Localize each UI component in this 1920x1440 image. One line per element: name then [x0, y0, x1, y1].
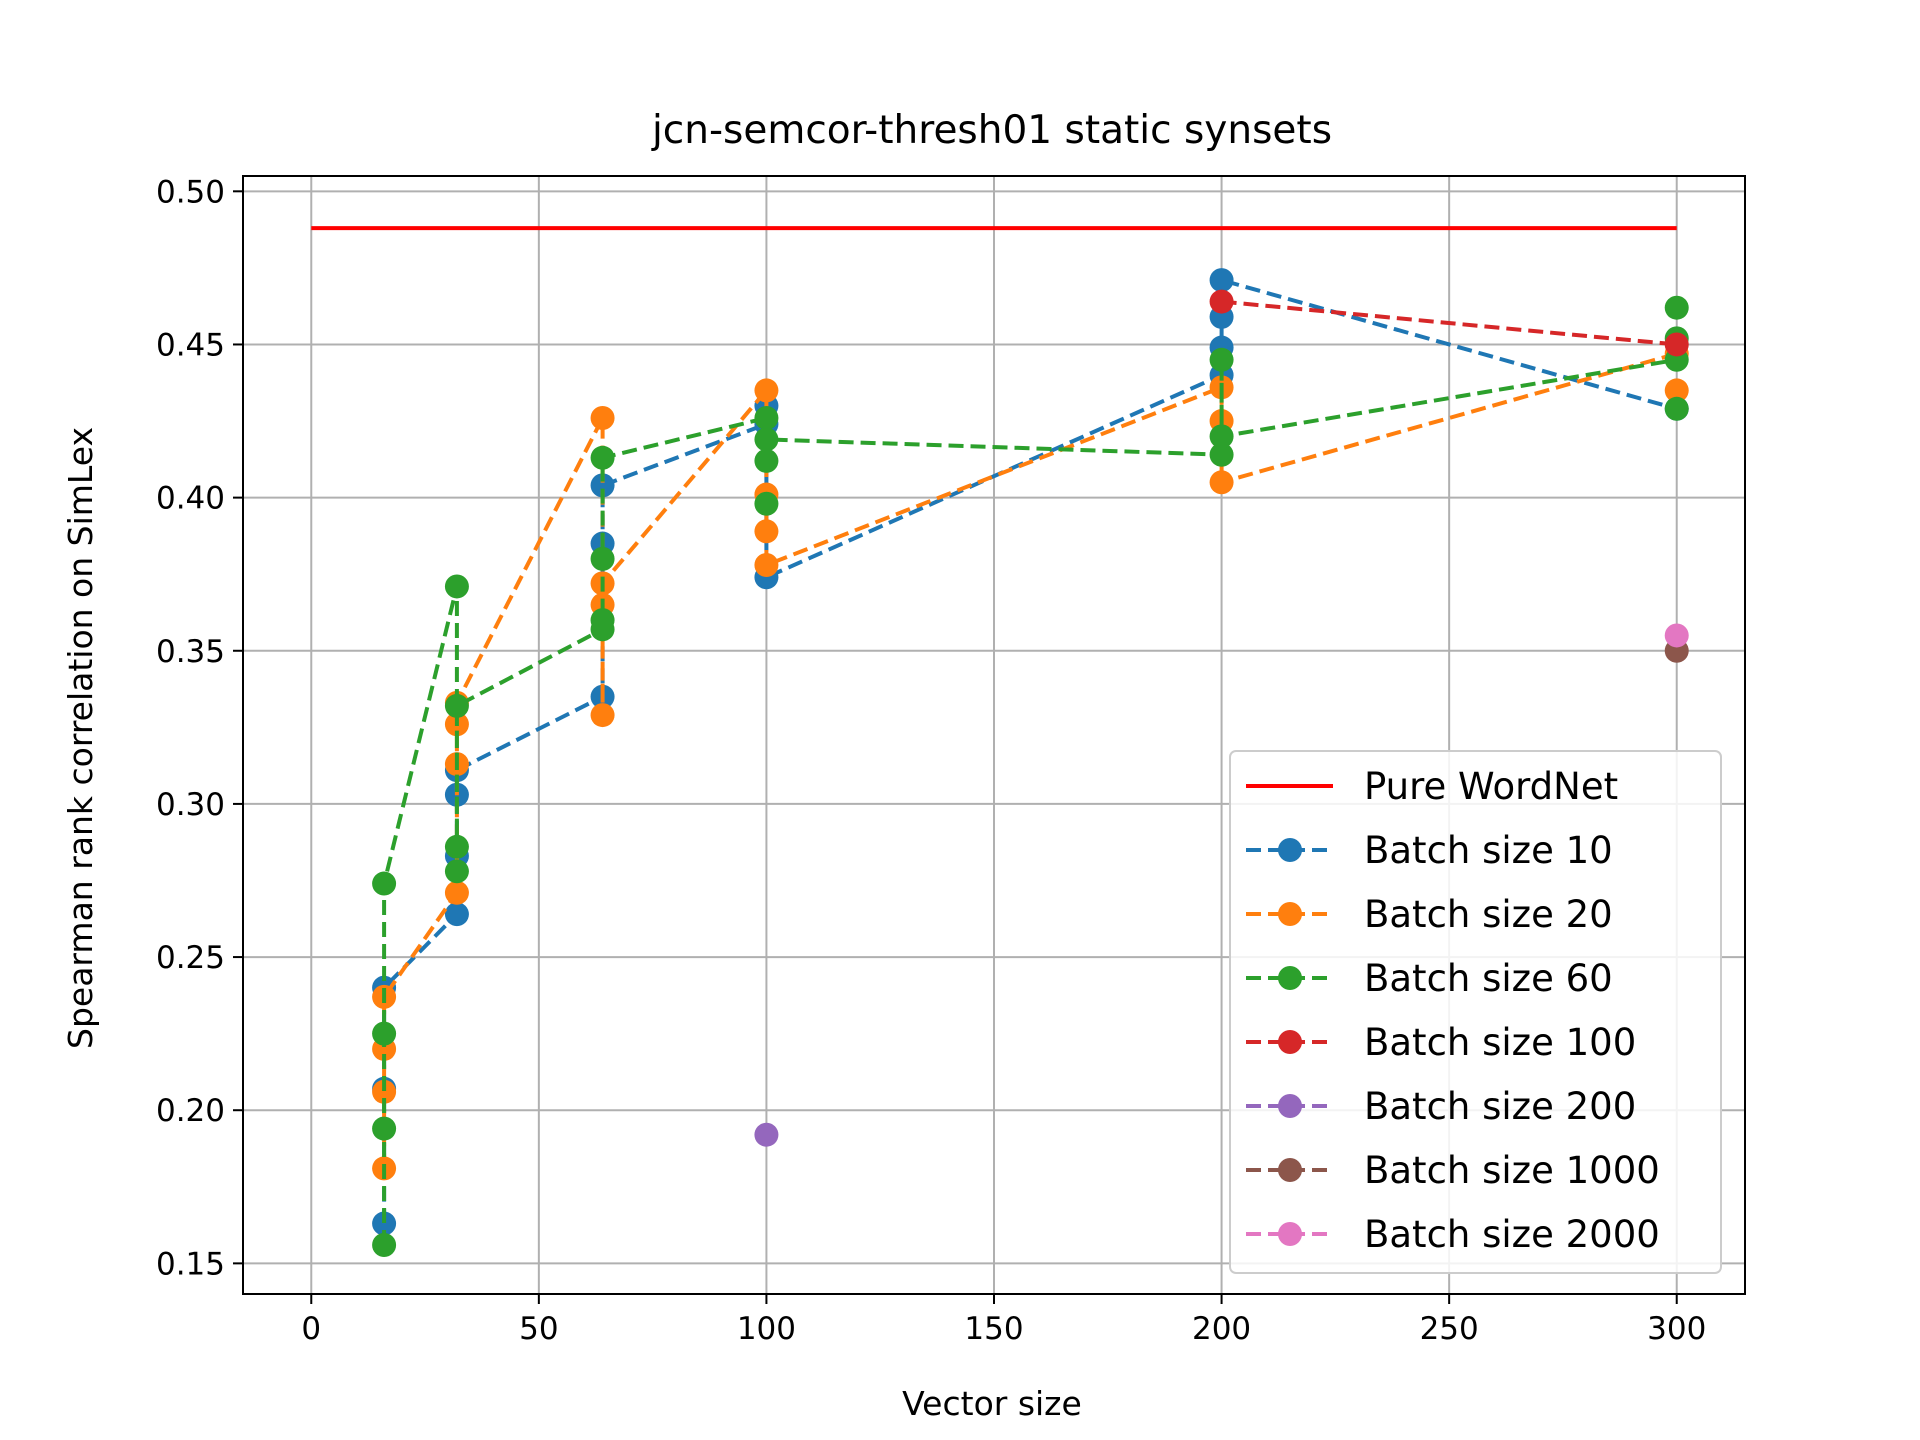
- data-point: [590, 405, 615, 430]
- y-tick-label: 0.20: [156, 1093, 225, 1129]
- legend-item: Pure WordNet: [1246, 765, 1618, 808]
- data-point: [1664, 396, 1689, 421]
- y-axis-label: Spearman rank correlation on SimLex: [61, 427, 100, 1049]
- y-tick-label: 0.35: [156, 634, 225, 670]
- legend-label: Batch size 100: [1364, 1021, 1636, 1064]
- data-point: [444, 693, 469, 718]
- data-point: [1209, 470, 1234, 495]
- data-point: [1664, 623, 1689, 648]
- legend-item: Batch size 60: [1246, 957, 1613, 1000]
- data-point: [1209, 424, 1234, 449]
- legend-swatch-marker: [1278, 1222, 1302, 1246]
- series-7: [1664, 623, 1689, 648]
- legend-swatch-marker: [1278, 1030, 1302, 1054]
- x-tick-label: 250: [1420, 1311, 1479, 1347]
- data-point: [590, 473, 615, 498]
- legend-label: Batch size 10: [1364, 829, 1613, 872]
- data-point: [444, 574, 469, 599]
- y-tick-label: 0.50: [156, 174, 225, 210]
- data-point: [444, 859, 469, 884]
- data-point: [754, 448, 779, 473]
- legend-label: Batch size 1000: [1364, 1149, 1660, 1192]
- data-point: [1664, 295, 1689, 320]
- data-point: [372, 871, 397, 896]
- series-5: [754, 1122, 779, 1147]
- legend-item: Batch size 200: [1246, 1085, 1636, 1128]
- x-tick-label: 100: [737, 1311, 796, 1347]
- legend-item: Batch size 2000: [1246, 1213, 1660, 1256]
- series-line: [382, 351, 1678, 1169]
- data-point: [444, 834, 469, 859]
- legend-swatch-marker: [1278, 966, 1302, 990]
- legend-swatch-marker: [1278, 1094, 1302, 1118]
- axis-ticks: 0 50 100 150 200 250 300 0.15 0.20 0.25 0.30 0.35 0.…: [156, 174, 1706, 1347]
- legend-item: Batch size 20: [1246, 893, 1613, 936]
- series-layer: [372, 268, 1689, 1257]
- data-point: [372, 1232, 397, 1257]
- chart-title: jcn-semcor-thresh01 static synsets: [651, 108, 1332, 153]
- data-point: [754, 405, 779, 430]
- legend-swatch-marker: [1278, 838, 1302, 862]
- legend-label: Pure WordNet: [1364, 765, 1618, 808]
- legend: Pure WordNet Batch size 10 Batch size 20 Ba…: [1229, 750, 1722, 1274]
- data-point: [444, 880, 469, 905]
- x-tick-label: 150: [964, 1311, 1023, 1347]
- data-point: [590, 445, 615, 470]
- data-point: [754, 427, 779, 452]
- legend-swatch-marker: [1278, 902, 1302, 926]
- data-point: [590, 546, 615, 571]
- data-point: [590, 608, 615, 633]
- data-point: [754, 378, 779, 403]
- x-tick-label: 50: [519, 1311, 558, 1347]
- data-point: [444, 902, 469, 927]
- legend-label: Batch size 2000: [1364, 1213, 1660, 1256]
- data-point: [372, 1079, 397, 1104]
- series-4: [1209, 289, 1689, 357]
- y-tick-label: 0.40: [156, 481, 225, 517]
- legend-label: Batch size 60: [1364, 957, 1613, 1000]
- data-point: [754, 491, 779, 516]
- y-tick-label: 0.15: [156, 1246, 225, 1282]
- data-point: [372, 1116, 397, 1141]
- legend-item: Batch size 10: [1246, 829, 1613, 872]
- data-point: [1664, 378, 1689, 403]
- data-point: [1209, 289, 1234, 314]
- data-point: [754, 519, 779, 544]
- x-tick-label: 300: [1647, 1311, 1706, 1347]
- legend-item: Batch size 100: [1246, 1021, 1636, 1064]
- x-axis-label: Vector size: [902, 1384, 1082, 1423]
- legend-swatch-marker: [1278, 1158, 1302, 1182]
- data-point: [372, 1211, 397, 1236]
- data-point: [754, 1122, 779, 1147]
- data-point: [1209, 442, 1234, 467]
- legend-item: Batch size 1000: [1246, 1149, 1660, 1192]
- y-tick-label: 0.30: [156, 787, 225, 823]
- data-point: [1209, 268, 1234, 293]
- data-point: [590, 703, 615, 728]
- data-point: [754, 553, 779, 578]
- legend-label: Batch size 200: [1364, 1085, 1636, 1128]
- data-point: [1664, 332, 1689, 357]
- x-tick-label: 0: [301, 1311, 321, 1347]
- series-line: [1221, 299, 1677, 347]
- y-tick-label: 0.45: [156, 327, 225, 363]
- legend-box: [1229, 750, 1722, 1274]
- y-tick-label: 0.25: [156, 940, 225, 976]
- legend-label: Batch size 20: [1364, 893, 1613, 936]
- data-point: [372, 1021, 397, 1046]
- data-point: [1209, 347, 1234, 372]
- x-tick-label: 200: [1192, 1311, 1251, 1347]
